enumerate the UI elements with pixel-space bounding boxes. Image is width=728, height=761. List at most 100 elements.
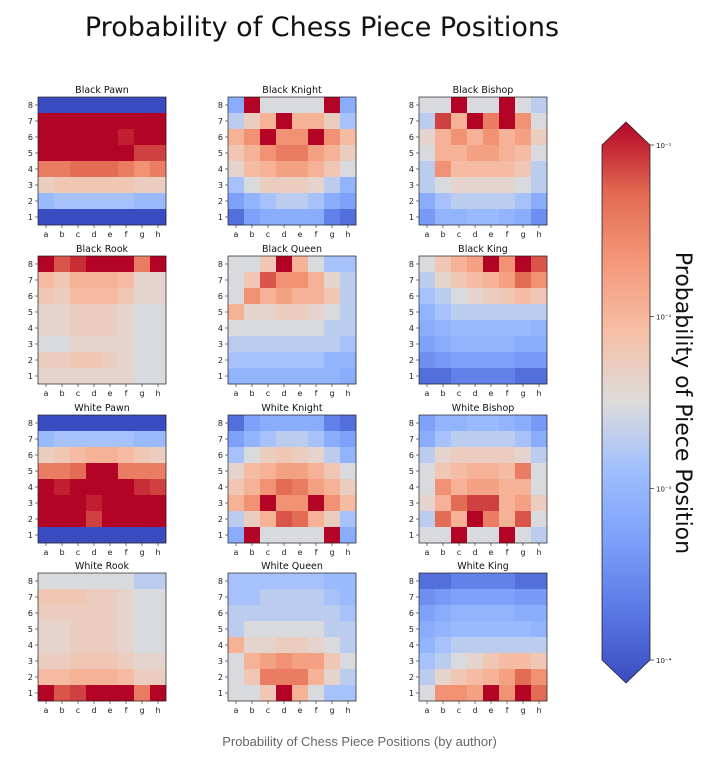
heatmap-cell xyxy=(531,573,548,590)
heatmap-cell xyxy=(531,320,548,337)
heatmap-cell xyxy=(483,368,500,385)
heatmap-cell xyxy=(483,288,500,305)
heatmap-cell xyxy=(118,113,135,130)
heatmap-cell xyxy=(308,97,325,114)
x-tick-label: c xyxy=(76,230,80,239)
heatmap-cell xyxy=(419,145,436,162)
heatmap-cell xyxy=(134,97,151,114)
heatmap-cell xyxy=(499,256,516,273)
heatmap-cell xyxy=(118,669,135,686)
heatmap-cell xyxy=(419,352,436,369)
heatmap-cell xyxy=(134,479,151,496)
heatmap-cell xyxy=(483,685,500,702)
heatmap-cell xyxy=(228,685,245,702)
heatmap-cell xyxy=(515,479,532,496)
heatmap-cell xyxy=(435,415,452,432)
heatmap-cell xyxy=(451,573,468,590)
heatmap-cell xyxy=(467,479,484,496)
heatmap-cell xyxy=(276,495,293,512)
heatmap-cell xyxy=(292,653,309,670)
heatmap-cell xyxy=(54,511,71,528)
heatmap-cell xyxy=(260,288,277,305)
x-tick-label: b xyxy=(59,548,64,557)
y-tick-label: 6 xyxy=(28,609,33,618)
colorbar: 10⁻¹ 10⁻² 10⁻³ 10⁻⁴ Probability of Piece Po… xyxy=(601,121,695,684)
y-tick-label: 3 xyxy=(218,657,223,666)
heatmap-cell xyxy=(324,605,341,622)
heatmap-cell xyxy=(276,177,293,194)
y-tick-label: 2 xyxy=(28,515,33,524)
x-tick-label: d xyxy=(281,230,286,239)
heatmap-cell xyxy=(228,621,245,638)
heatmap-cell xyxy=(451,256,468,273)
heatmap-cell xyxy=(260,304,277,321)
x-tick-label: f xyxy=(506,706,509,715)
heatmap-cell xyxy=(531,113,548,130)
heatmap-cell xyxy=(118,368,135,385)
heatmap-cell xyxy=(419,621,436,638)
heatmap-cell xyxy=(260,589,277,606)
heatmap-cell xyxy=(499,431,516,448)
x-tick-label: a xyxy=(425,389,430,398)
heatmap-cell xyxy=(276,621,293,638)
x-tick-label: f xyxy=(315,548,318,557)
heatmap-cell xyxy=(260,320,277,337)
heatmap-cell xyxy=(54,479,71,496)
heatmap-cell xyxy=(515,272,532,289)
heatmap-cell xyxy=(515,256,532,273)
x-tick-label: g xyxy=(329,706,334,715)
heatmap-cell xyxy=(451,368,468,385)
heatmap-cell xyxy=(340,637,357,654)
heatmap-cell xyxy=(419,669,436,686)
heatmap-cell xyxy=(451,447,468,464)
heatmap-cell xyxy=(150,193,167,210)
heatmap-cell xyxy=(134,637,151,654)
heatmap-cell xyxy=(38,209,55,226)
heatmap-cell xyxy=(451,589,468,606)
colorbar-tick-label: 10⁻⁴ xyxy=(656,657,672,665)
x-tick-label: e xyxy=(108,230,113,239)
heatmap-cell xyxy=(134,145,151,162)
y-tick-label: 8 xyxy=(218,577,223,586)
heatmap-cell xyxy=(435,685,452,702)
heatmap-cell xyxy=(244,336,261,353)
heatmap-cell xyxy=(292,621,309,638)
heatmap-cell xyxy=(451,605,468,622)
heatmap-cell xyxy=(244,129,261,146)
heatmap-cell xyxy=(260,113,277,130)
x-tick-label: a xyxy=(234,389,239,398)
heatmap-cell xyxy=(340,145,357,162)
heatmap-cell xyxy=(54,368,71,385)
heatmap-cell xyxy=(276,272,293,289)
heatmap-cell xyxy=(292,352,309,369)
heatmap-cell xyxy=(308,621,325,638)
heatmap-cell xyxy=(228,573,245,590)
heatmap-cell xyxy=(324,320,341,337)
heatmap-cell xyxy=(54,177,71,194)
heatmap-cell xyxy=(324,621,341,638)
heatmap-cell xyxy=(70,669,87,686)
heatmap-cell xyxy=(54,605,71,622)
heatmap-cell xyxy=(340,495,357,512)
heatmap-cell xyxy=(531,336,548,353)
heatmap-cell xyxy=(531,527,548,544)
heatmap-cell xyxy=(467,463,484,480)
heatmap-cell xyxy=(70,272,87,289)
heatmap-cell xyxy=(276,431,293,448)
y-tick-label: 3 xyxy=(28,499,33,508)
x-tick-label: c xyxy=(266,548,270,557)
heatmap-cell xyxy=(134,177,151,194)
panel-title: Black Queen xyxy=(262,244,322,255)
y-tick-label: 5 xyxy=(409,625,414,634)
heatmap-cell xyxy=(260,685,277,702)
heatmap-cell xyxy=(499,653,516,670)
panel-black-queen: Black Queen 8 7 6 5 4 3 2 1 a b c d e f g h xyxy=(218,244,357,398)
heatmap-cell xyxy=(531,304,548,321)
panel-frame xyxy=(227,414,357,544)
heatmap-cell xyxy=(340,272,357,289)
heatmap-cell xyxy=(118,621,135,638)
heatmap-cell xyxy=(118,415,135,432)
heatmap-cell xyxy=(150,527,167,544)
heatmap-cell xyxy=(483,145,500,162)
heatmap-cell xyxy=(308,573,325,590)
